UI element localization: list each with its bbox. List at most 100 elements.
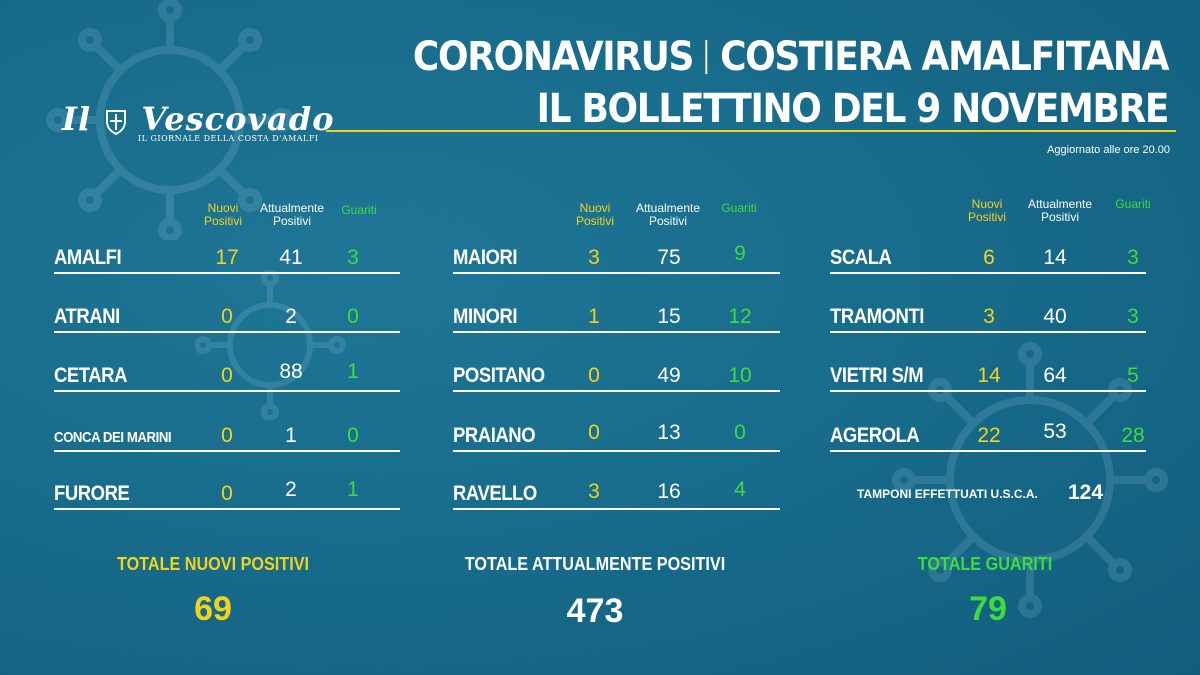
active-positive-value: 75 bbox=[657, 246, 681, 269]
row-underline bbox=[54, 272, 400, 274]
virus-illustration-icon bbox=[46, 0, 294, 240]
new-positive-value: 3 bbox=[588, 480, 600, 503]
col-header-active: Attualmente Positivi bbox=[1027, 197, 1093, 224]
row-underline bbox=[453, 331, 780, 333]
new-positive-value: 14 bbox=[977, 364, 1001, 387]
town-name: RAVELLO bbox=[453, 482, 537, 505]
row-underline bbox=[453, 390, 780, 392]
town-name: CONCA DEI MARINI bbox=[54, 429, 172, 446]
col-header-active: Attualmente Positivi bbox=[635, 201, 701, 228]
total-new-label: TOTALE NUOVI POSITIVI bbox=[116, 554, 310, 574]
headline-line-2: IL BOLLETTINO DEL 9 NOVEMBRE bbox=[536, 86, 1169, 132]
town-name: TRAMONTI bbox=[830, 305, 925, 328]
logo-title-right: Vescovado bbox=[141, 100, 335, 138]
total-recovered-value: 79 bbox=[969, 590, 1007, 628]
table-row: RAVELLO 3 16 4 bbox=[453, 478, 780, 510]
row-underline bbox=[54, 331, 400, 333]
active-positive-value: 2 bbox=[285, 478, 297, 501]
total-active-label: TOTALE ATTUALMENTE POSITIVI bbox=[464, 554, 726, 574]
new-positive-value: 6 bbox=[983, 246, 995, 269]
recovered-value: 5 bbox=[1127, 364, 1139, 387]
active-positive-value: 88 bbox=[279, 360, 303, 383]
updated-time: Aggiornato alle ore 20.00 bbox=[1047, 144, 1170, 156]
recovered-value: 12 bbox=[728, 305, 752, 328]
table-row: MAIORI 3 75 9 bbox=[453, 242, 780, 274]
active-positive-value: 16 bbox=[657, 480, 681, 503]
recovered-value: 3 bbox=[1127, 305, 1139, 328]
town-name: AMALFI bbox=[54, 246, 122, 269]
recovered-value: 10 bbox=[728, 364, 752, 387]
recovered-value: 1 bbox=[347, 478, 359, 501]
table-row: PRAIANO 0 13 0 bbox=[453, 420, 780, 452]
col-header-recovered: Guariti bbox=[721, 201, 757, 215]
town-name: MAIORI bbox=[453, 246, 518, 269]
active-positive-value: 64 bbox=[1043, 364, 1067, 387]
total-new-value: 69 bbox=[194, 590, 232, 628]
active-positive-value: 15 bbox=[657, 305, 681, 328]
table-row: MINORI 1 15 12 bbox=[453, 301, 780, 333]
row-underline bbox=[453, 450, 780, 452]
town-name: FURORE bbox=[54, 482, 130, 505]
town-name: ATRANI bbox=[54, 305, 120, 328]
table-row: ATRANI 0 2 0 bbox=[54, 301, 400, 333]
header-divider bbox=[326, 130, 1176, 132]
row-underline bbox=[830, 331, 1146, 333]
tamponi-label: TAMPONI EFFETTUATI U.S.C.A. bbox=[857, 487, 1038, 501]
recovered-value: 3 bbox=[347, 246, 359, 269]
headline-separator bbox=[705, 40, 708, 74]
table-row: AGEROLA 22 53 28 bbox=[830, 420, 1146, 452]
new-positive-value: 0 bbox=[588, 421, 600, 444]
new-positive-value: 0 bbox=[221, 482, 233, 505]
total-recovered-label: TOTALE GUARITI bbox=[917, 554, 1053, 574]
town-name: MINORI bbox=[453, 305, 518, 328]
recovered-value: 4 bbox=[734, 478, 746, 501]
col-header-recovered: Guariti bbox=[1115, 197, 1151, 211]
recovered-value: 1 bbox=[347, 360, 359, 383]
table-row: CONCA DEI MARINI 0 1 0 bbox=[54, 420, 400, 452]
shield-icon bbox=[106, 109, 127, 135]
new-positive-value: 22 bbox=[977, 424, 1001, 447]
headline-left: CORONAVIRUS bbox=[412, 34, 695, 80]
recovered-value: 9 bbox=[734, 242, 746, 265]
logo-subtitle: IL GIORNALE DELLA COSTA D'AMALFI bbox=[138, 134, 319, 143]
recovered-value: 0 bbox=[734, 421, 746, 444]
row-underline bbox=[830, 390, 1146, 392]
row-underline bbox=[54, 508, 400, 510]
tamponi-value: 124 bbox=[1068, 481, 1104, 504]
new-positive-value: 0 bbox=[221, 424, 233, 447]
new-positive-value: 0 bbox=[221, 305, 233, 328]
new-positive-value: 0 bbox=[221, 364, 233, 387]
logo-title-left: Il bbox=[62, 100, 92, 138]
table-row: POSITANO 0 49 10 bbox=[453, 360, 780, 392]
headline: CORONAVIRUS COSTIERA AMALFITANA IL BOLLET… bbox=[329, 34, 1170, 132]
active-positive-value: 53 bbox=[1043, 420, 1067, 443]
town-name: PRAIANO bbox=[453, 424, 536, 447]
row-underline bbox=[54, 390, 400, 392]
active-positive-value: 49 bbox=[657, 364, 681, 387]
town-name: SCALA bbox=[830, 246, 892, 269]
col-header-recovered: Guariti bbox=[341, 203, 377, 217]
active-positive-value: 14 bbox=[1043, 246, 1067, 269]
town-name: AGEROLA bbox=[830, 424, 920, 447]
active-positive-value: 2 bbox=[285, 305, 297, 328]
row-underline bbox=[453, 272, 780, 274]
new-positive-value: 3 bbox=[983, 305, 995, 328]
col-header-new: Nuovi Positivi bbox=[575, 201, 614, 228]
town-name: VIETRI S/M bbox=[830, 364, 924, 387]
headline-right: COSTIERA AMALFITANA bbox=[719, 34, 1169, 80]
row-underline bbox=[830, 272, 1146, 274]
row-underline bbox=[830, 450, 1146, 452]
new-positive-value: 0 bbox=[588, 364, 600, 387]
logo-title: Il Vescovado bbox=[62, 100, 334, 138]
recovered-value: 0 bbox=[347, 305, 359, 328]
new-positive-value: 17 bbox=[215, 246, 239, 269]
row-underline bbox=[54, 450, 400, 452]
row-underline bbox=[453, 508, 780, 510]
col-header-active: Attualmente Positivi bbox=[259, 201, 325, 228]
active-positive-value: 40 bbox=[1043, 305, 1067, 328]
new-positive-value: 3 bbox=[588, 246, 600, 269]
table-row: FURORE 0 2 1 bbox=[54, 478, 400, 510]
col-header-new: Nuovi Positivi bbox=[967, 197, 1006, 224]
table-row: SCALA 6 14 3 bbox=[830, 242, 1146, 274]
total-active-value: 473 bbox=[566, 592, 624, 630]
